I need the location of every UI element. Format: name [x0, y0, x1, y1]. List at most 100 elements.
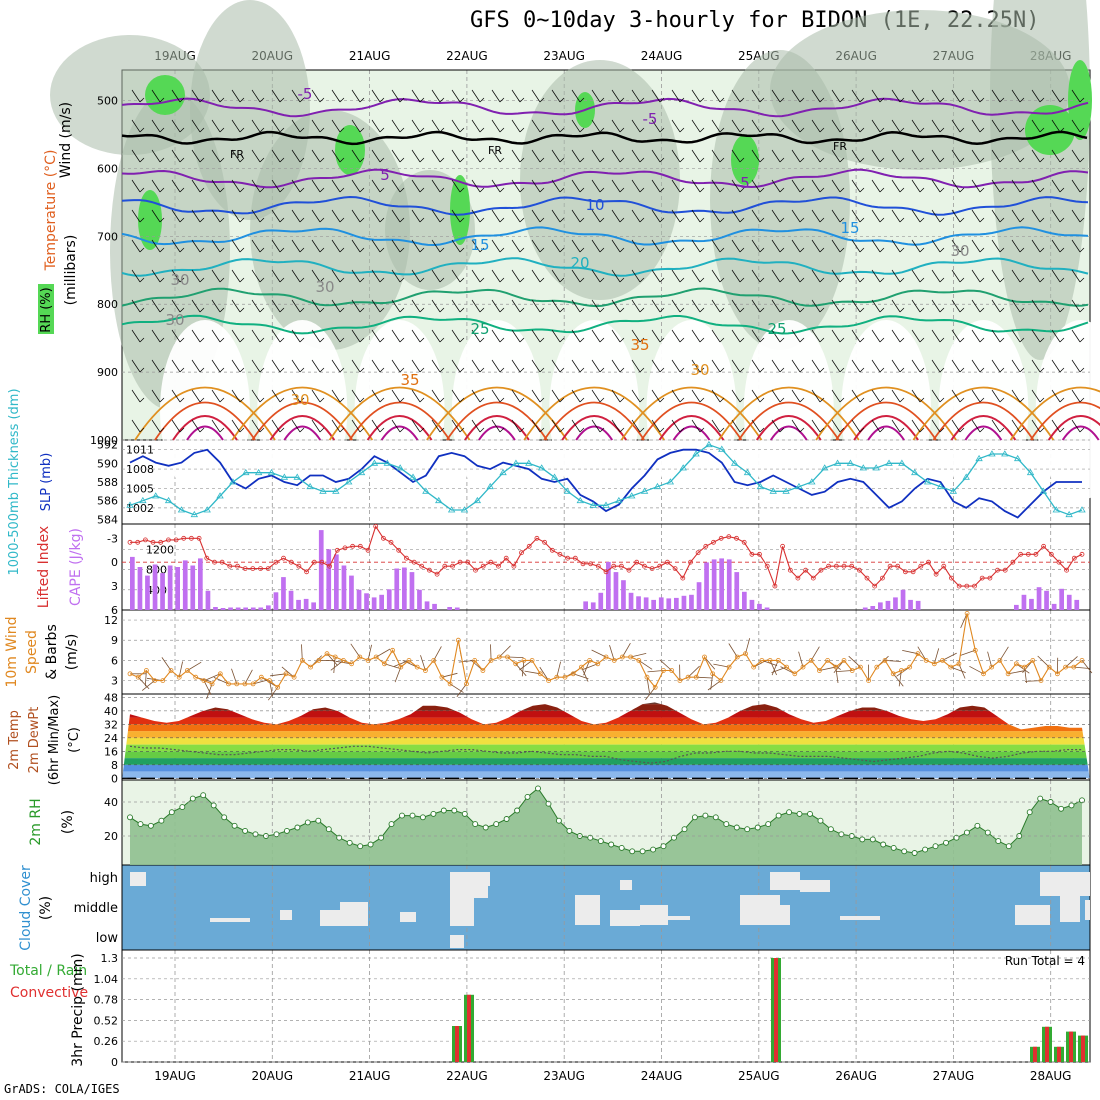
wind-barb-flag: [699, 337, 705, 343]
wind-barb-flag: [419, 247, 425, 253]
wind-barb: [771, 419, 781, 433]
wind-barb: [171, 89, 181, 103]
wind-barb-flag: [839, 157, 845, 163]
wind-barb: [491, 119, 501, 133]
rh-point: [974, 822, 981, 829]
y-label-cape: CAPE (J/kg): [68, 528, 84, 606]
wind-barb: [911, 329, 921, 343]
rh-point: [639, 848, 646, 855]
y-label-li: Lifted Index: [36, 526, 52, 608]
wind-barb: [1011, 389, 1021, 403]
thickness-point: [370, 459, 379, 466]
wind-barb-flag: [399, 367, 405, 373]
contour-label: FR: [488, 144, 502, 157]
thickness-point: [756, 482, 765, 490]
isotherm-line: [121, 314, 1089, 335]
wind-barb: [351, 119, 361, 133]
wind-barb-flag: [499, 187, 505, 193]
wind-barb-flag: [299, 97, 305, 103]
thickness-point: [177, 506, 186, 513]
wind-barb-flag: [1079, 127, 1085, 133]
wind-barb-flag: [539, 127, 545, 133]
wind-barb-flag: [939, 337, 945, 343]
hot-isotherm: [912, 386, 1055, 441]
li-point: [342, 545, 348, 551]
wind-barb: [671, 239, 681, 253]
y-label-temperature-2m: 2m DewPt: [27, 707, 42, 774]
wind-barb: [931, 119, 941, 133]
wind-barb: [731, 329, 741, 343]
wind-barb: [1031, 359, 1041, 373]
wind-barb: [251, 419, 261, 433]
rh-point: [378, 834, 385, 841]
wind-barb-flag: [879, 157, 885, 163]
wind-barb: [891, 179, 901, 193]
wind-barb-flag: [1079, 217, 1085, 223]
wind-barb: [271, 359, 281, 373]
wind-barb: [171, 299, 181, 313]
wind-barb-flag: [459, 427, 465, 433]
wind-barb: [831, 269, 841, 283]
wind-barb: [1071, 329, 1081, 343]
wind-barb-flag: [539, 157, 545, 163]
wind-barb: [851, 89, 861, 103]
wind-barb: [771, 119, 781, 133]
wind-speed-point: [316, 658, 322, 663]
cloud-patch: [340, 902, 368, 926]
wind-speed-point: [513, 661, 519, 667]
wind-barb: [871, 419, 881, 433]
rh-point: [1026, 809, 1033, 816]
wind-barb: [171, 179, 181, 193]
wind-barb-flag: [259, 397, 265, 403]
wind-barb: [251, 209, 261, 223]
wind-speed-point: [554, 674, 560, 680]
hot-isotherm: [186, 425, 224, 441]
wind-barb-flag: [819, 217, 825, 223]
wind-barb-flag: [519, 187, 525, 193]
wind-barb: [960, 649, 976, 656]
rh-point: [147, 822, 154, 829]
wind-barb: [251, 359, 261, 373]
wind-barb: [511, 329, 521, 343]
wind-barb: [571, 329, 581, 343]
wind-barb-flag: [359, 187, 365, 193]
wind-barb: [911, 359, 921, 373]
cloud-patch: [660, 916, 690, 920]
wind-speed-point: [775, 658, 781, 663]
wind-barb: [571, 359, 581, 373]
wind-barb: [420, 655, 426, 671]
wind-speed-point: [283, 671, 289, 677]
wind-barb: [231, 149, 241, 163]
temp-tick: 16: [104, 745, 118, 758]
li-point: [396, 547, 402, 553]
wind-barb: [291, 389, 301, 403]
wind-barb-flag: [499, 247, 505, 253]
wind-barb: [696, 676, 713, 679]
contour-label: 5: [740, 174, 750, 192]
wind-barb: [671, 359, 681, 373]
wind-speed-point: [644, 674, 650, 680]
wind-barb-flag: [979, 307, 985, 313]
wind-barb-flag: [1019, 277, 1025, 283]
wind-barb-flag: [579, 247, 585, 253]
wind-barb-flag: [819, 397, 825, 403]
wind-barb: [1051, 209, 1061, 223]
wind-barb-flag: [499, 397, 505, 403]
panel-frame: [121, 609, 1091, 695]
warm-region: [1035, 320, 1100, 500]
wind-barb: [780, 666, 795, 675]
wind-barb: [231, 329, 241, 343]
wind-barb-flag: [939, 277, 945, 283]
rh-point: [817, 817, 824, 824]
wind-barb: [931, 269, 941, 283]
cape-bar: [764, 607, 770, 610]
wind-barb: [1011, 89, 1021, 103]
wind-barb: [711, 119, 721, 133]
wind-barb: [131, 149, 141, 163]
rh-high-shading: [138, 190, 162, 250]
wind-barb-flag: [219, 127, 225, 133]
wind-barb: [551, 299, 561, 313]
wind-barb: [831, 89, 841, 103]
wind-barb-flag: [679, 127, 685, 133]
wind-barb: [591, 239, 601, 253]
